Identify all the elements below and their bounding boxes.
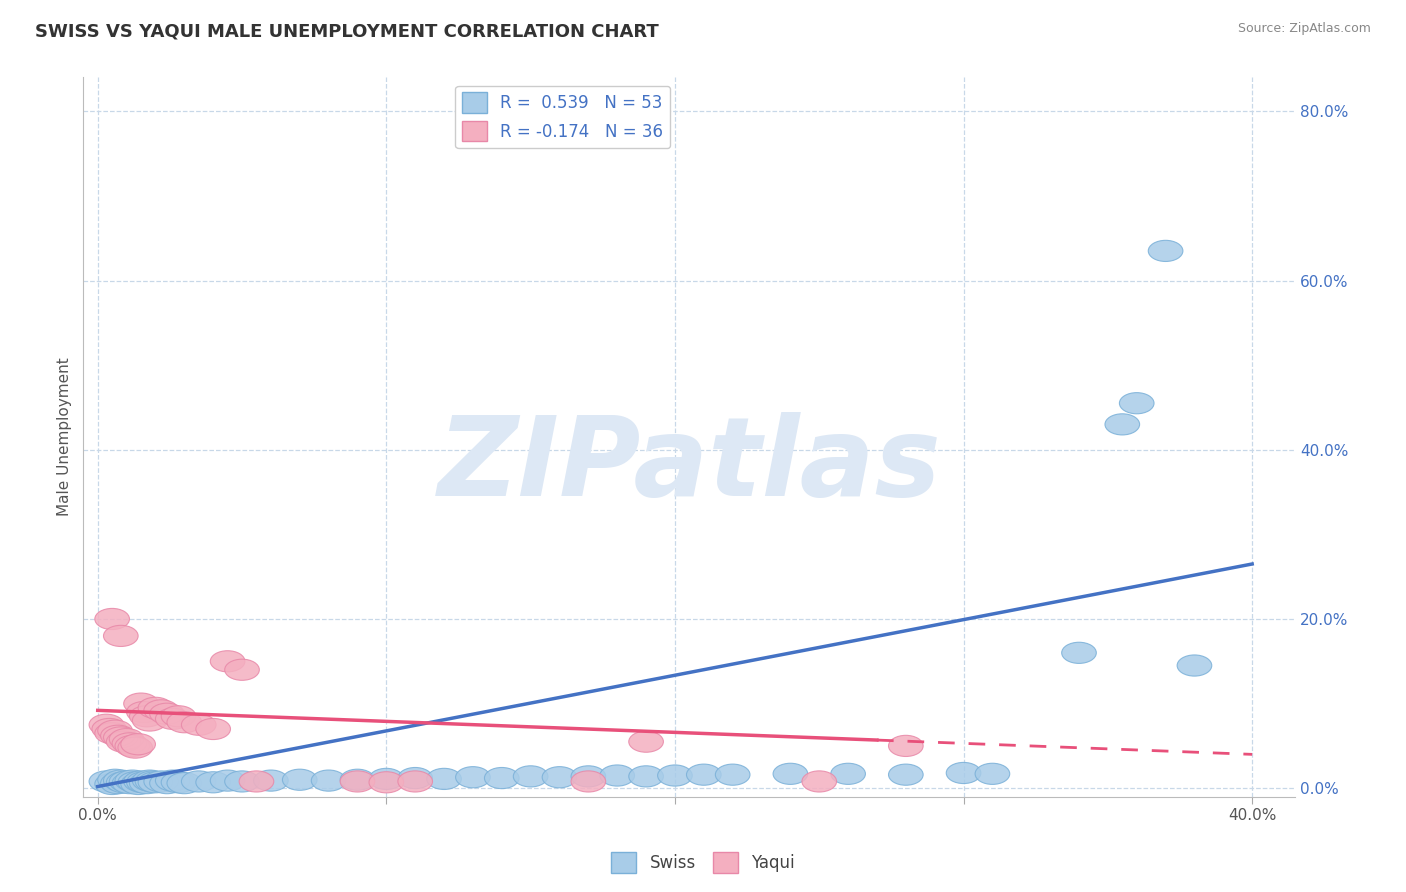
Ellipse shape bbox=[368, 772, 404, 793]
Ellipse shape bbox=[658, 765, 692, 786]
Y-axis label: Male Unemployment: Male Unemployment bbox=[58, 358, 72, 516]
Ellipse shape bbox=[101, 772, 135, 794]
Ellipse shape bbox=[94, 608, 129, 630]
Ellipse shape bbox=[143, 771, 179, 792]
Ellipse shape bbox=[89, 714, 124, 735]
Ellipse shape bbox=[628, 766, 664, 787]
Legend: R =  0.539   N = 53, R = -0.174   N = 36: R = 0.539 N = 53, R = -0.174 N = 36 bbox=[456, 86, 669, 148]
Ellipse shape bbox=[1177, 655, 1212, 676]
Ellipse shape bbox=[118, 772, 153, 793]
Ellipse shape bbox=[127, 772, 162, 793]
Ellipse shape bbox=[628, 731, 664, 752]
Ellipse shape bbox=[162, 706, 195, 727]
Ellipse shape bbox=[716, 764, 749, 785]
Ellipse shape bbox=[181, 771, 217, 792]
Ellipse shape bbox=[340, 769, 375, 790]
Ellipse shape bbox=[124, 693, 159, 714]
Ellipse shape bbox=[225, 771, 259, 792]
Ellipse shape bbox=[976, 764, 1010, 784]
Ellipse shape bbox=[1149, 240, 1182, 261]
Ellipse shape bbox=[801, 771, 837, 792]
Ellipse shape bbox=[1105, 414, 1140, 435]
Ellipse shape bbox=[135, 771, 170, 792]
Ellipse shape bbox=[115, 735, 149, 756]
Ellipse shape bbox=[98, 720, 132, 741]
Ellipse shape bbox=[121, 773, 156, 795]
Ellipse shape bbox=[427, 768, 461, 789]
Text: SWISS VS YAQUI MALE UNEMPLOYMENT CORRELATION CHART: SWISS VS YAQUI MALE UNEMPLOYMENT CORRELA… bbox=[35, 22, 659, 40]
Ellipse shape bbox=[110, 729, 143, 749]
Ellipse shape bbox=[149, 703, 184, 724]
Ellipse shape bbox=[889, 735, 924, 756]
Ellipse shape bbox=[138, 698, 173, 718]
Ellipse shape bbox=[600, 765, 634, 786]
Ellipse shape bbox=[398, 767, 433, 789]
Ellipse shape bbox=[104, 770, 138, 791]
Ellipse shape bbox=[513, 766, 548, 787]
Ellipse shape bbox=[1062, 642, 1097, 664]
Ellipse shape bbox=[91, 718, 127, 739]
Ellipse shape bbox=[773, 764, 807, 784]
Ellipse shape bbox=[143, 700, 179, 721]
Ellipse shape bbox=[485, 767, 519, 789]
Ellipse shape bbox=[98, 769, 132, 790]
Ellipse shape bbox=[104, 727, 138, 748]
Ellipse shape bbox=[239, 771, 274, 792]
Ellipse shape bbox=[115, 770, 149, 791]
Ellipse shape bbox=[112, 733, 146, 754]
Ellipse shape bbox=[211, 770, 245, 791]
Ellipse shape bbox=[112, 772, 146, 794]
Ellipse shape bbox=[107, 772, 141, 793]
Ellipse shape bbox=[543, 766, 576, 788]
Ellipse shape bbox=[89, 771, 124, 792]
Ellipse shape bbox=[156, 708, 190, 730]
Ellipse shape bbox=[127, 701, 162, 723]
Ellipse shape bbox=[946, 763, 981, 783]
Ellipse shape bbox=[118, 737, 153, 758]
Ellipse shape bbox=[104, 625, 138, 647]
Ellipse shape bbox=[368, 768, 404, 789]
Ellipse shape bbox=[456, 766, 491, 788]
Ellipse shape bbox=[283, 769, 318, 790]
Ellipse shape bbox=[132, 770, 167, 791]
Ellipse shape bbox=[121, 733, 156, 755]
Ellipse shape bbox=[138, 772, 173, 793]
Ellipse shape bbox=[162, 772, 195, 793]
Text: ZIPatlas: ZIPatlas bbox=[437, 412, 941, 519]
Ellipse shape bbox=[181, 714, 217, 735]
Ellipse shape bbox=[94, 773, 129, 795]
Ellipse shape bbox=[253, 770, 288, 791]
Ellipse shape bbox=[129, 706, 165, 727]
Ellipse shape bbox=[101, 725, 135, 747]
Ellipse shape bbox=[124, 771, 159, 792]
Ellipse shape bbox=[149, 772, 184, 794]
Ellipse shape bbox=[225, 659, 259, 681]
Ellipse shape bbox=[195, 718, 231, 739]
Ellipse shape bbox=[107, 731, 141, 752]
Ellipse shape bbox=[110, 771, 143, 792]
Ellipse shape bbox=[398, 771, 433, 792]
Ellipse shape bbox=[195, 772, 231, 793]
Ellipse shape bbox=[831, 764, 866, 784]
Ellipse shape bbox=[571, 766, 606, 787]
Legend: Swiss, Yaqui: Swiss, Yaqui bbox=[605, 846, 801, 880]
Ellipse shape bbox=[156, 770, 190, 791]
Ellipse shape bbox=[1119, 392, 1154, 414]
Ellipse shape bbox=[211, 650, 245, 672]
Ellipse shape bbox=[167, 712, 201, 733]
Ellipse shape bbox=[94, 723, 129, 744]
Ellipse shape bbox=[571, 771, 606, 792]
Ellipse shape bbox=[311, 770, 346, 791]
Ellipse shape bbox=[132, 710, 167, 731]
Text: Source: ZipAtlas.com: Source: ZipAtlas.com bbox=[1237, 22, 1371, 36]
Ellipse shape bbox=[167, 772, 201, 794]
Ellipse shape bbox=[889, 764, 924, 785]
Ellipse shape bbox=[340, 771, 375, 792]
Ellipse shape bbox=[129, 772, 165, 794]
Ellipse shape bbox=[686, 764, 721, 785]
